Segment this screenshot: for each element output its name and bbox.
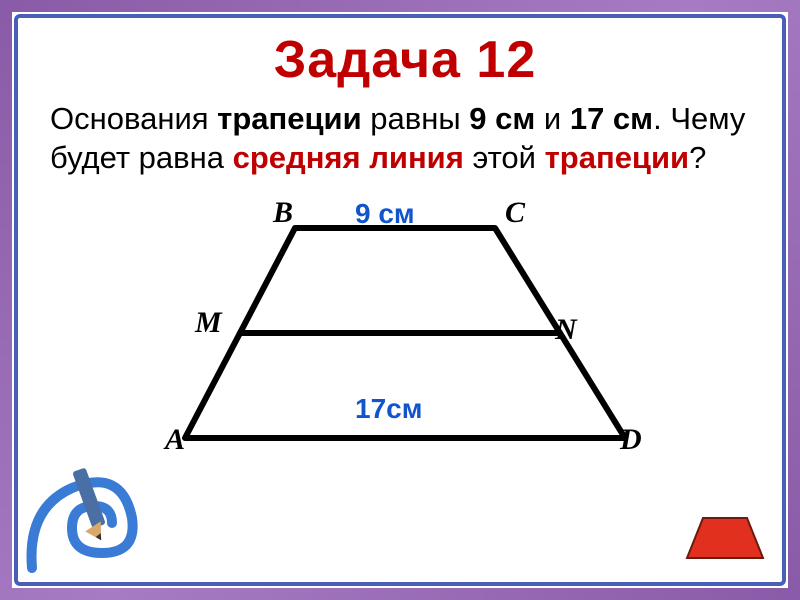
text-b2: 9 см: [469, 101, 535, 136]
vertex-m: M: [195, 306, 222, 340]
corner-trapezoid-icon: [685, 510, 765, 565]
trapezoid-svg: [155, 198, 655, 478]
problem-text: Основания трапеции равны 9 см и 17 см. Ч…: [50, 100, 760, 178]
corner-swirl-icon: [22, 438, 162, 578]
text-r2: трапеции: [545, 140, 690, 175]
top-base-label: 9 см: [355, 198, 415, 230]
text-b3: 17 см: [570, 101, 653, 136]
text-p3: и: [535, 101, 570, 136]
mini-trapezoid: [687, 518, 763, 558]
trapezoid-diagram: A B C D M N 9 см 17см: [155, 198, 655, 478]
slide-content: Задача 12 Основания трапеции равны 9 см …: [50, 30, 760, 478]
pencil-tip: [84, 521, 107, 544]
bottom-base-label: 17см: [355, 393, 422, 425]
vertex-b: B: [273, 196, 293, 230]
problem-title: Задача 12: [50, 30, 760, 90]
vertex-n: N: [555, 313, 577, 347]
text-p2: равны: [362, 101, 470, 136]
text-r1: средняя линия: [233, 140, 464, 175]
text-p5: этой: [464, 140, 545, 175]
text-p6: ?: [689, 140, 706, 175]
vertex-d: D: [620, 423, 642, 457]
vertex-c: C: [505, 196, 525, 230]
vertex-a: A: [165, 423, 185, 457]
text-b1: трапеции: [217, 101, 362, 136]
text-p1: Основания: [50, 101, 217, 136]
